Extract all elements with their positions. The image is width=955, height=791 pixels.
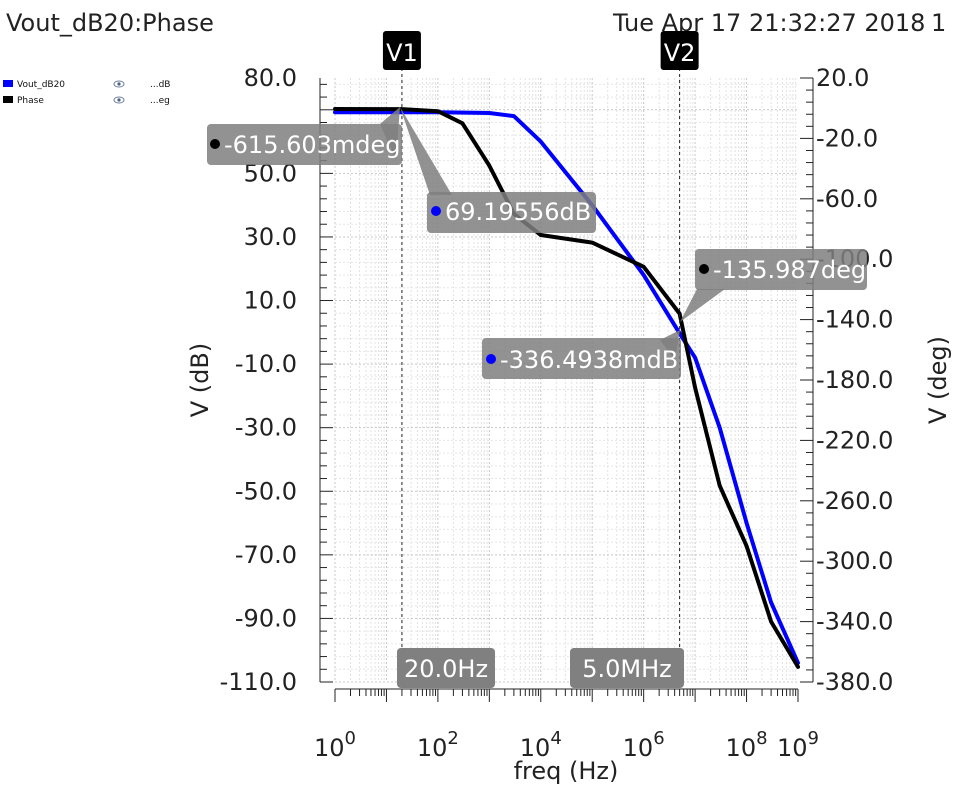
y-left-tick-label: -90.0 (235, 604, 297, 632)
y-right-tick-label: -340.0 (816, 608, 893, 636)
callout-dot (699, 264, 709, 274)
callout-box (207, 124, 402, 165)
x-axis: 100 102 104 106 108 109 (314, 688, 819, 762)
page-number: 1 (931, 9, 946, 37)
y-right-tick-label: -300.0 (816, 547, 893, 575)
x-tick-base: 10 (520, 734, 551, 762)
callout-box (695, 249, 867, 290)
marker-title-v1: V1 (386, 39, 418, 67)
marker-value-label: 20.0Hz (404, 655, 488, 683)
point-markers: -615.603mdeg 69.19556dB -135.987deg -336.49… (207, 107, 867, 379)
chart-title: Vout_dB20:Phase (6, 9, 214, 37)
x-tick-base: 10 (417, 734, 448, 762)
y-right-tick-label: -380.0 (816, 668, 893, 696)
y-right-tick-label: -20.0 (816, 124, 878, 152)
callout-dot (210, 139, 220, 149)
marker-tab-v2 (660, 31, 699, 70)
callout-label: -615.603mdeg (224, 131, 401, 159)
x-tick-exponent: 0 (345, 728, 356, 749)
x-tick-base: 10 (726, 734, 757, 762)
marker-value-label: 5.0MHz (582, 655, 672, 683)
y-left-tick-label: -30.0 (235, 414, 297, 442)
marker-value-box (570, 648, 684, 688)
grid (334, 78, 798, 683)
y-left-tick-label: -10.0 (235, 350, 297, 378)
callout-box (482, 338, 681, 379)
x-tick-base: 10 (623, 734, 654, 762)
legend-item-vout[interactable]: Vout_dB20 ...dB (3, 80, 170, 90)
y-left-tick-label: -50.0 (235, 477, 297, 505)
eye-icon[interactable] (113, 96, 125, 104)
legend: Vout_dB20 ...dB Phase ...eg (3, 80, 170, 106)
x-tick-exponent: 9 (808, 728, 819, 749)
y-right-tick-label: -180.0 (816, 366, 893, 394)
y-right-tick-label: 20.0 (816, 64, 869, 92)
y-right-tick-label: -140.0 (816, 306, 893, 334)
marker-tab-v1 (382, 31, 421, 70)
x-tick-label: 108 (726, 728, 768, 762)
eye-icon[interactable] (113, 80, 125, 88)
callout-dot (486, 354, 496, 364)
legend-item-phase[interactable]: Phase ...eg (3, 96, 170, 106)
y-left-tick-label: -110.0 (220, 668, 297, 696)
callout-label: -336.4938mdB (500, 346, 678, 374)
callout-box (427, 192, 596, 233)
y-right-tick-label: -220.0 (816, 426, 893, 454)
vertical-markers[interactable]: V1 20.0Hz V2 5.0MHz (382, 31, 699, 688)
callout-label: -135.987deg (713, 256, 866, 284)
legend-label-phase: Phase (17, 96, 44, 106)
x-tick-exponent: 2 (447, 728, 458, 749)
x-tick-label: 104 (520, 728, 562, 762)
x-tick-label: 106 (623, 728, 665, 762)
x-tick-base: 10 (777, 734, 808, 762)
y-left-tick-label: 80.0 (244, 64, 297, 92)
y-left-tick-label: 10.0 (244, 287, 297, 315)
marker-title-v2: V2 (664, 39, 696, 67)
y-axis-right-label: V (deg) (924, 336, 952, 424)
y-right-tick-label: -60.0 (816, 185, 878, 213)
legend-swatch-phase (3, 96, 13, 103)
legend-unit-vout: ...dB (150, 80, 170, 90)
plot-series (333, 107, 800, 669)
y-left-tick-label: -70.0 (235, 541, 297, 569)
callout-pointer (680, 289, 725, 322)
callout-pointer (400, 107, 452, 195)
timestamp: Tue Apr 17 21:32:27 2018 (612, 9, 925, 37)
series-line-phase (333, 107, 800, 669)
legend-label-vout: Vout_dB20 (17, 80, 65, 90)
callout-dot (431, 206, 441, 216)
marker-value-box (397, 648, 495, 688)
legend-swatch-vout (3, 80, 13, 87)
x-tick-label: 102 (417, 728, 459, 762)
x-tick-exponent: 8 (756, 728, 767, 749)
series-line-vout-db20 (333, 110, 800, 665)
right-axis: 20.0-20.0-60.0-100.0-140.0-180.0-220.0-2… (800, 64, 893, 696)
x-tick-exponent: 4 (550, 728, 561, 749)
y-right-tick-label: -260.0 (816, 487, 893, 515)
y-left-tick-label: 30.0 (244, 223, 297, 251)
legend-unit-phase: ...eg (150, 96, 170, 106)
x-tick-label: 100 (314, 728, 356, 762)
x-axis-label: freq (Hz) (514, 757, 619, 785)
y-axis-left-label: V (dB) (186, 343, 214, 417)
x-tick-exponent: 6 (653, 728, 664, 749)
x-tick-base: 10 (314, 734, 345, 762)
x-tick-label: 109 (777, 728, 819, 762)
callout-label: 69.19556dB (445, 198, 591, 226)
